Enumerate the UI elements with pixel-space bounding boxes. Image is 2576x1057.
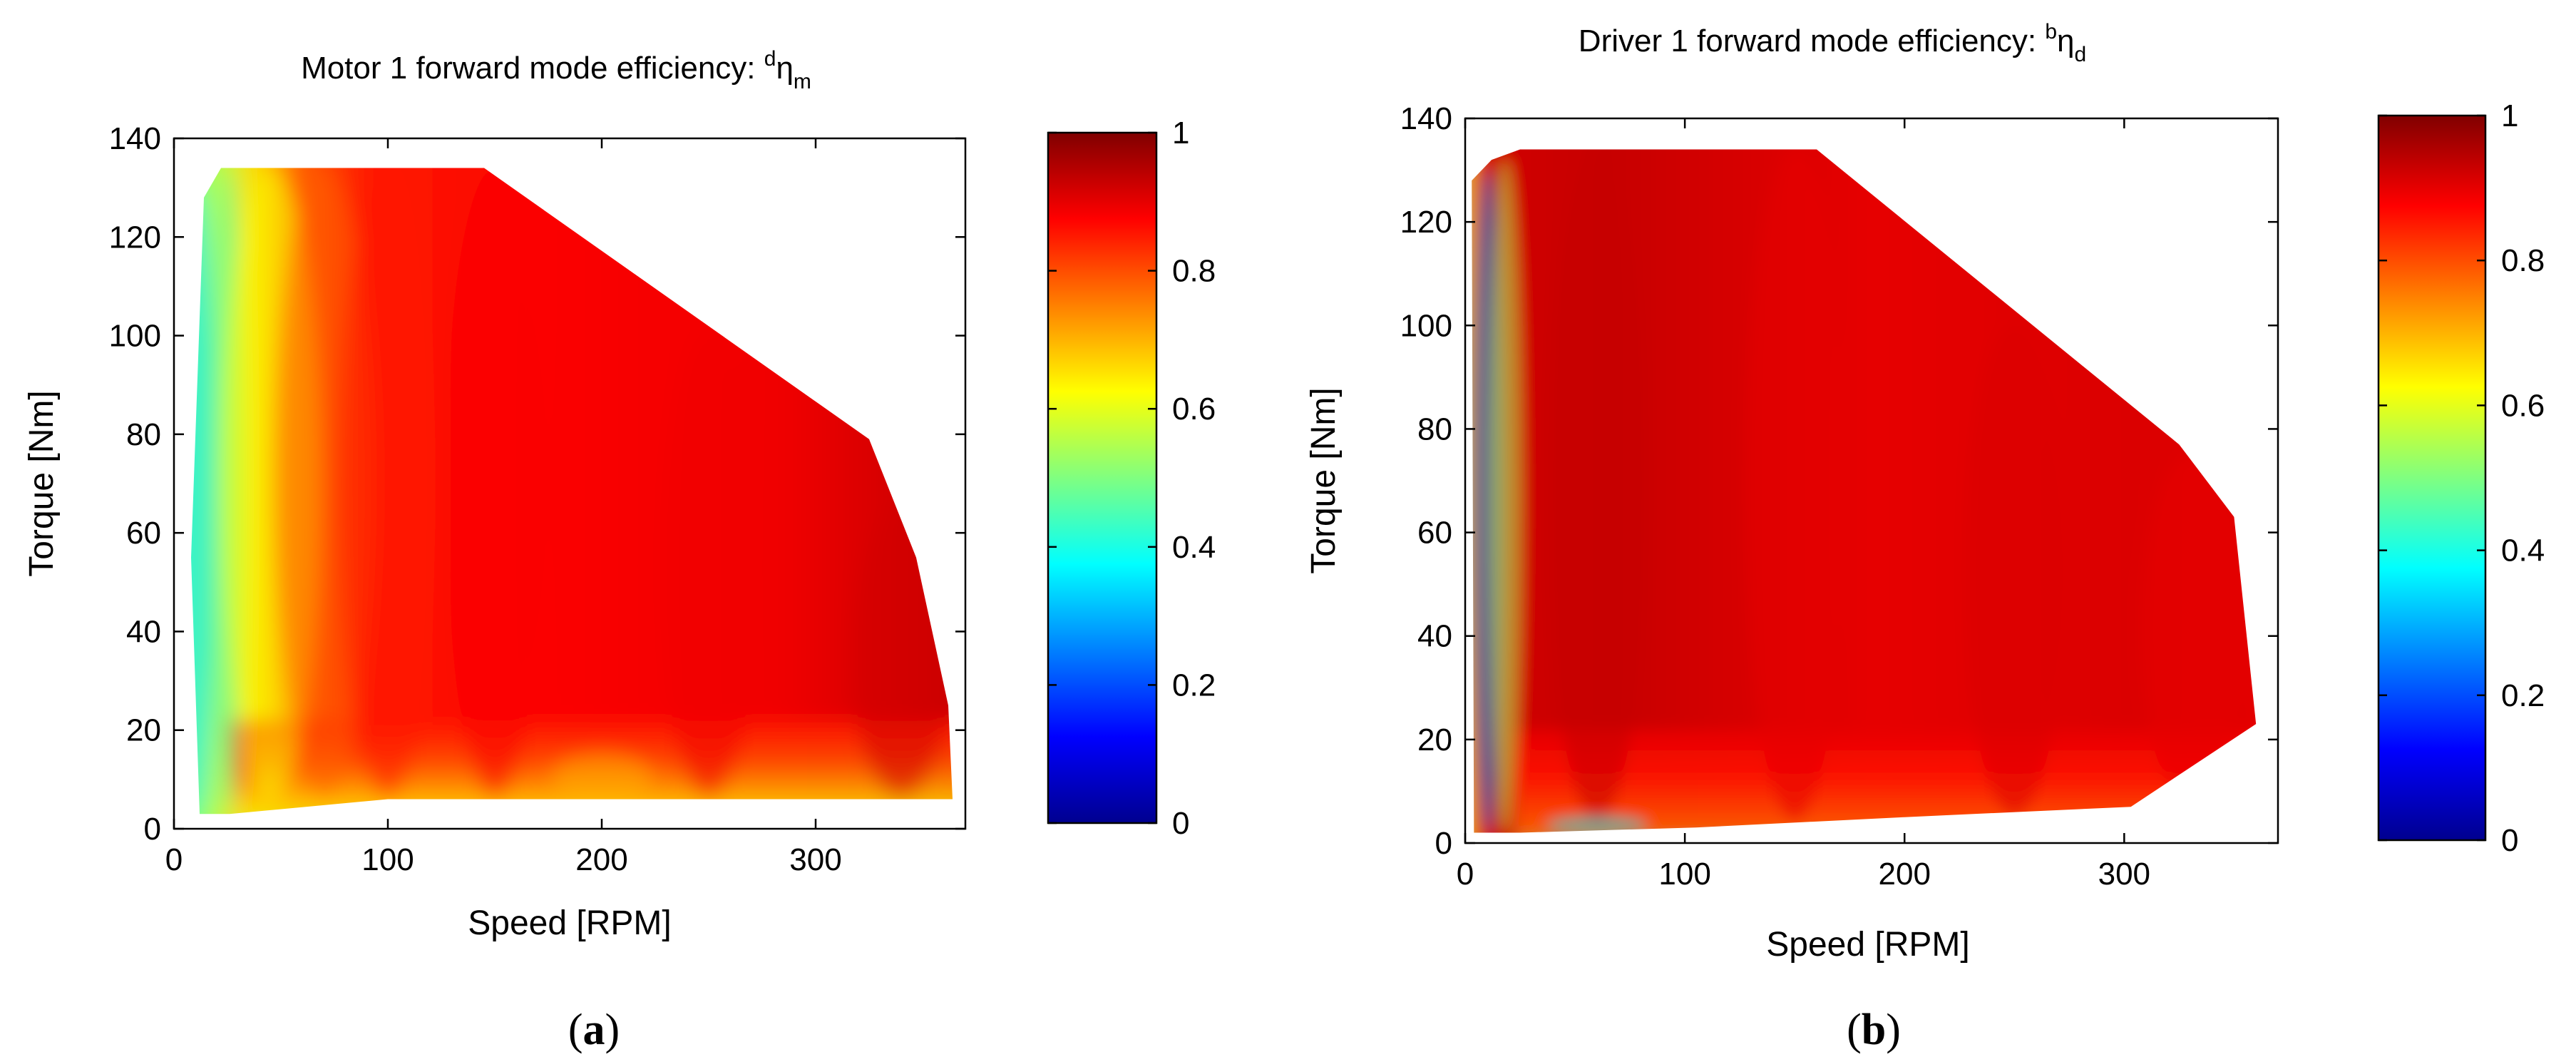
colorbar-tick-label: 0.8: [1172, 254, 1216, 289]
efficiency-patch: [338, 168, 438, 800]
colorbar-tick-label: 0.8: [2501, 243, 2545, 278]
chart-b-colorbar: [2377, 114, 2487, 842]
efficiency-patch: [1546, 149, 1647, 822]
chart-b-title-sup: b: [2045, 20, 2057, 44]
caption-a: (a): [568, 1006, 620, 1054]
y-tick-label: 0: [1435, 826, 1452, 861]
efficiency-patch: [1745, 149, 1845, 822]
efficiency-patch: [1489, 160, 1521, 833]
x-tick-label: 0: [165, 842, 183, 877]
efficiency-patch: [2140, 454, 2240, 802]
y-tick-label: 100: [109, 319, 161, 354]
colorbar-tick-label: 0.6: [2501, 388, 2545, 423]
efficiency-patch: [1546, 817, 1647, 833]
x-tick-label: 100: [1658, 857, 1710, 892]
y-tick-label: 120: [1400, 205, 1452, 240]
chart-b-heatmap: [1472, 149, 2257, 833]
y-tick-label: 140: [109, 121, 161, 156]
y-tick-label: 20: [1417, 722, 1452, 757]
x-tick-label: 200: [1879, 857, 1931, 892]
y-tick-label: 140: [1400, 101, 1452, 136]
chart-a-xlabel: Speed [RPM]: [468, 904, 671, 942]
colorbar-tick-label: 0.2: [2501, 678, 2545, 713]
chart-a-ylabel: Torque [Nm]: [23, 390, 61, 576]
chart-b-title: Driver 1 forward mode efficiency: bηd: [1579, 20, 2086, 66]
x-tick-label: 300: [2098, 857, 2150, 892]
y-tick-label: 0: [144, 812, 161, 847]
chart-b-ticks: 0 100 200 300 0 20 40 60 80 100 120 140: [1400, 101, 2278, 892]
y-tick-label: 100: [1400, 308, 1452, 343]
chart-a-axes-box: [173, 137, 967, 830]
y-tick-label: 60: [126, 516, 161, 551]
efficiency-patch: [659, 335, 759, 800]
y-tick-label: 60: [1417, 516, 1452, 551]
colorbar-tick-label: 0.4: [1172, 530, 1216, 565]
y-tick-label: 120: [109, 220, 161, 255]
chart-b-xlabel: Speed [RPM]: [1766, 926, 1969, 964]
x-tick-label: 100: [361, 842, 414, 877]
chart-a-title-sub: m: [794, 70, 811, 93]
efficiency-patch: [1964, 325, 2065, 817]
chart-b-title-sub: d: [2075, 43, 2087, 66]
caption-a-letter: a: [583, 1006, 605, 1054]
caption-a-open: (: [568, 1006, 583, 1054]
chart-b-ylabel: Torque [Nm]: [1305, 387, 1343, 573]
chart-a-ticks: 0 100 200 300 0 20 40 60 80 100 120 140: [109, 121, 965, 877]
colorbar-tick-label: 1: [2501, 98, 2518, 133]
y-tick-label: 80: [126, 417, 161, 452]
colorbar-tick-label: 0.6: [1172, 392, 1216, 427]
caption-a-close: ): [605, 1006, 620, 1054]
chart-b-colorbar-ticks: 0 0.2 0.4 0.6 0.8 1: [2379, 98, 2545, 858]
chart-a-title: Motor 1 forward mode efficiency: dηm: [301, 47, 811, 93]
x-tick-label: 0: [1457, 857, 1474, 892]
colorbar-tick-label: 0: [1172, 806, 1189, 841]
y-tick-label: 20: [126, 713, 161, 748]
x-tick-label: 200: [575, 842, 627, 877]
colorbar-tick-label: 0.4: [2501, 533, 2545, 568]
caption-b-close: ): [1886, 1006, 1901, 1054]
y-tick-label: 40: [126, 614, 161, 649]
chart-b-axes-box: [1464, 117, 2279, 844]
caption-b: (b): [1847, 1006, 1901, 1054]
efficiency-patch: [552, 755, 652, 800]
colorbar-tick-label: 0: [2501, 823, 2518, 858]
caption-b-open: (: [1847, 1006, 1862, 1054]
x-tick-label: 300: [789, 842, 841, 877]
chart-b-title-eta: η: [2057, 24, 2074, 58]
chart-a-title-eta: η: [776, 51, 793, 86]
chart-a-title-sup: d: [764, 47, 776, 71]
colorbar-tick-label: 0.2: [1172, 668, 1216, 703]
y-tick-label: 40: [1417, 619, 1452, 654]
chart-a-colorbar-ticks: 0 0.2 0.4 0.6 0.8 1: [1048, 116, 1216, 841]
chart-a: Motor 1 forward mode efficiency: dηm 0 10…: [23, 47, 1216, 1054]
chart-b-heat-layer: [1472, 149, 2257, 833]
chart-a-colorbar: [1047, 131, 1158, 824]
efficiency-patch: [445, 168, 545, 800]
chart-a-title-main: Motor 1 forward mode efficiency:: [301, 51, 764, 86]
y-tick-label: 80: [1417, 412, 1452, 446]
colorbar-tick-label: 1: [1172, 116, 1189, 150]
chart-b-title-main: Driver 1 forward mode efficiency:: [1579, 24, 2046, 58]
caption-b-letter: b: [1862, 1006, 1886, 1054]
